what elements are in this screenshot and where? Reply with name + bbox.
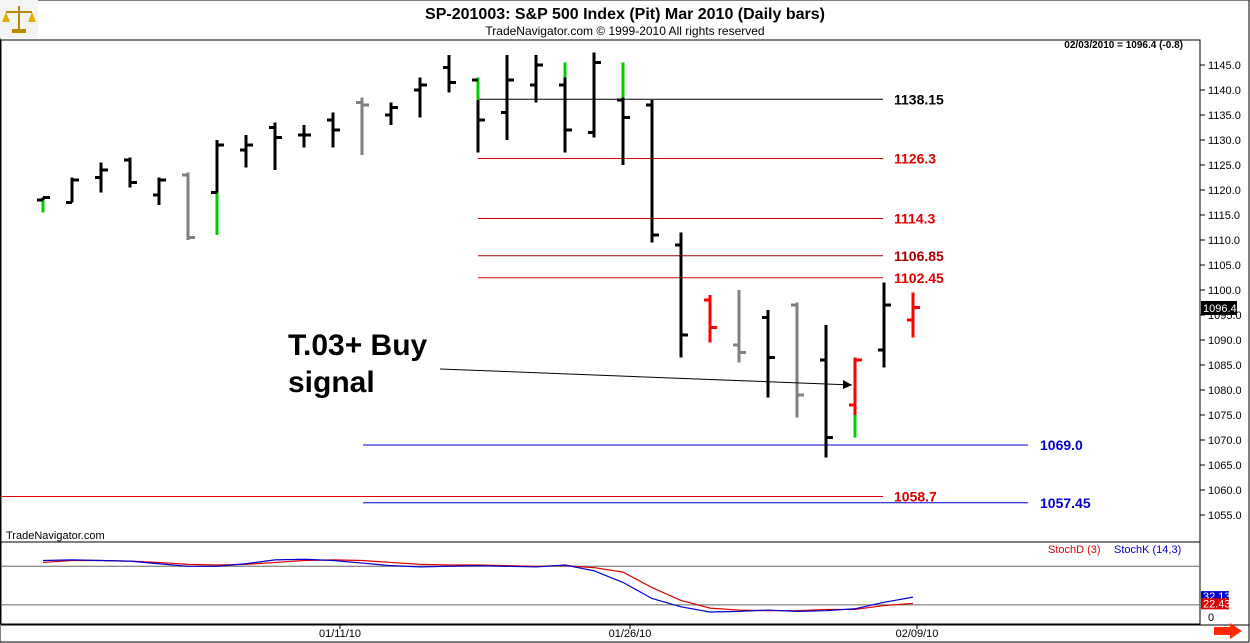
ohlc-bar xyxy=(327,112,340,148)
ohlc-bar xyxy=(153,177,166,205)
date-axis: 01/11/10 01/26/10 02/09/10 xyxy=(319,625,938,640)
ohlc-bar xyxy=(124,157,137,188)
ohlc-bar xyxy=(298,125,311,148)
watermark: TradeNavigator.com xyxy=(6,530,105,542)
ohlc-bar xyxy=(588,52,601,138)
stochd-legend: StochD (3) xyxy=(1048,544,1101,556)
stochd-value-box xyxy=(1201,598,1229,610)
y-tick-label: 1140.0 xyxy=(1208,85,1241,97)
y-tick-label: 1120.0 xyxy=(1208,185,1241,197)
chart-title: SP-201003: S&P 500 Index (Pit) Mar 2010 … xyxy=(425,6,825,23)
level-label: 1126.3 xyxy=(894,151,936,167)
ohlc-bar xyxy=(385,102,398,125)
y-tick-label: 1085.0 xyxy=(1208,360,1242,372)
stoch-tick-label: 0 xyxy=(1208,612,1214,624)
annotation-arrow xyxy=(439,368,853,386)
y-tick-label: 1105.0 xyxy=(1208,260,1241,272)
ohlc-bar xyxy=(472,77,485,153)
ohlc-bar xyxy=(95,162,108,193)
ohlc-bar xyxy=(733,290,746,363)
level-label: 1069.0 xyxy=(1040,437,1083,453)
y-tick-label: 1090.0 xyxy=(1208,335,1242,347)
scales-icon xyxy=(0,0,38,38)
stoch-line xyxy=(42,558,914,613)
y-tick-label: 1130.0 xyxy=(1208,135,1241,147)
ohlc-bar xyxy=(907,292,920,338)
x-tick-label: 01/11/10 xyxy=(319,628,361,640)
price-levels: 1138.15 1126.3 1114.3 1106.85 1102.45 1069.0 1… xyxy=(2,91,1091,511)
ohlc-bar xyxy=(646,100,659,243)
y-tick-label: 1060.0 xyxy=(1208,485,1242,497)
y-tick-label: 1110.0 xyxy=(1208,235,1240,247)
ohlc-bar xyxy=(878,282,891,368)
ohlc-bar xyxy=(211,140,224,235)
y-tick-label: 1065.0 xyxy=(1208,460,1242,472)
ohlc-bar xyxy=(762,310,775,398)
level-label: 1102.45 xyxy=(894,270,944,286)
chart-subtitle: TradeNavigator.com © 1999-2010 All right… xyxy=(485,24,764,38)
ohlc-bar xyxy=(269,122,282,170)
ohlc-bar xyxy=(849,357,862,438)
buy-signal-annotation: T.03+ Buy signal xyxy=(288,329,853,399)
ohlc-bar xyxy=(617,62,630,165)
last-price-label: 1096.4 xyxy=(1203,303,1237,315)
price-axis: 1055.0 1060.0 1065.0 1070.0 1075.0 1080.0 1085… xyxy=(1200,60,1242,522)
ohlc-bar xyxy=(501,55,514,140)
stoch-line xyxy=(42,559,914,612)
ohlc-bar xyxy=(443,55,456,93)
y-tick-label: 1055.0 xyxy=(1208,510,1242,522)
annotation-arrowhead xyxy=(843,380,852,389)
y-tick-label: 1125.0 xyxy=(1208,160,1241,172)
ohlc-bar xyxy=(820,325,833,458)
ohlc-bar xyxy=(37,196,50,213)
last-price-info: 02/03/2010 = 1096.4 (-0.8) xyxy=(1064,40,1183,51)
level-label: 1058.7 xyxy=(894,489,937,505)
stochd-value: 22.43 xyxy=(1203,598,1231,610)
y-tick-label: 1100.0 xyxy=(1208,285,1241,297)
y-tick-label: 1070.0 xyxy=(1208,435,1242,447)
level-label: 1114.3 xyxy=(894,211,935,227)
ohlc-bar xyxy=(182,172,195,240)
level-label: 1106.85 xyxy=(894,248,944,264)
y-tick-label: 1080.0 xyxy=(1208,385,1242,397)
stochk-value-box xyxy=(1201,591,1229,603)
ohlc-bar xyxy=(675,232,688,358)
ohlc-bar xyxy=(791,302,804,418)
ohlc-bar xyxy=(240,135,253,168)
y-tick-label: 1075.0 xyxy=(1208,410,1242,422)
annotation-line1: T.03+ Buy xyxy=(288,329,428,362)
level-label: 1138.15 xyxy=(894,91,944,107)
ohlc-bar xyxy=(414,77,427,118)
last-price-marker: 1096.4 xyxy=(1201,301,1237,315)
ohlc-bar xyxy=(530,55,543,103)
y-tick-label: 1145.0 xyxy=(1208,60,1241,72)
stochk-legend: StochK (14,3) xyxy=(1114,544,1181,556)
annotation-line2: signal xyxy=(288,366,375,399)
ohlc-bar xyxy=(704,295,717,343)
x-tick-label: 02/09/10 xyxy=(896,628,939,640)
price-bars xyxy=(37,52,920,458)
y-tick-label: 1115.0 xyxy=(1208,210,1240,222)
ohlc-bar xyxy=(66,177,79,204)
ohlc-bar xyxy=(559,62,572,153)
scroll-right-arrow-icon[interactable] xyxy=(1214,623,1242,639)
y-tick-label: 1135.0 xyxy=(1208,110,1241,122)
x-tick-label: 01/26/10 xyxy=(609,628,652,640)
level-label: 1057.45 xyxy=(1040,495,1091,511)
ohlc-bar xyxy=(356,97,369,155)
